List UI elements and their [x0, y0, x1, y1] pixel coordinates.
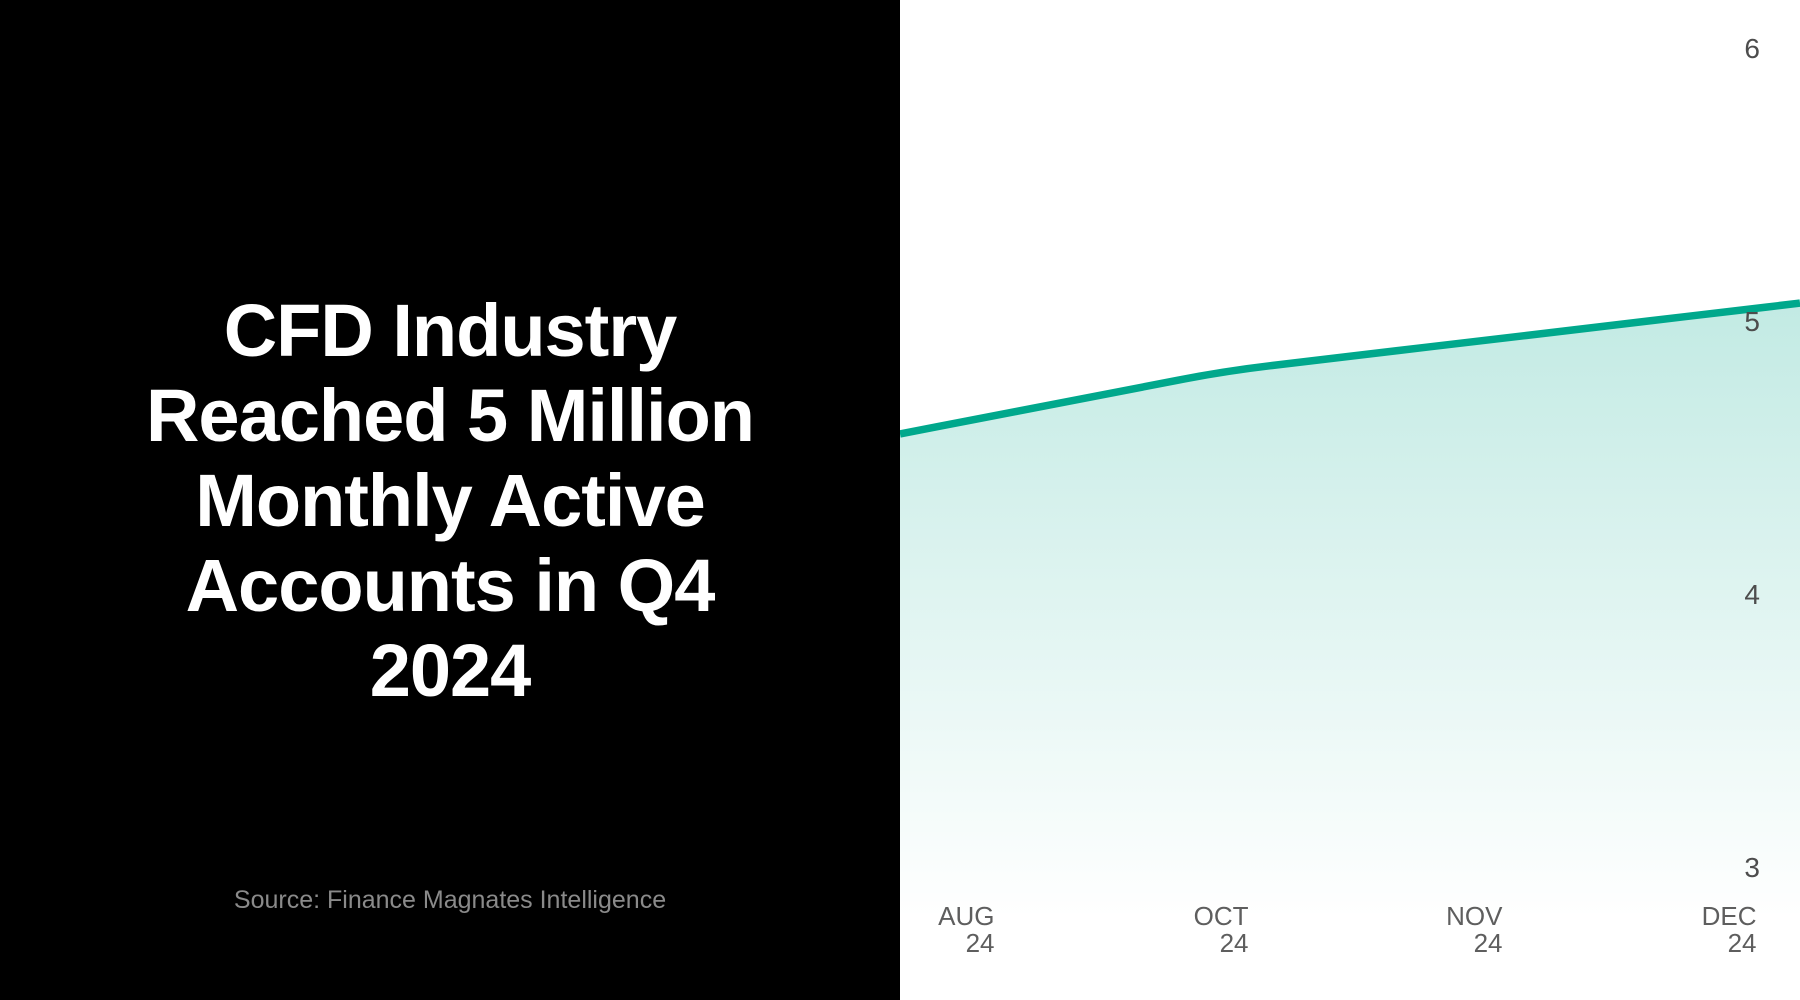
y-axis-tick-label: 4: [1744, 579, 1760, 610]
page-title: CFD Industry Reached 5 Million Monthly A…: [145, 289, 755, 712]
area-chart: [900, 299, 1800, 919]
y-axis-tick-label: 3: [1744, 852, 1760, 883]
x-axis-tick-label: NOV 24: [1446, 901, 1503, 958]
chart-panel: 6 5 4 3 AUG 24 OCT 24 NOV 24 DEC 24: [900, 0, 1800, 1000]
x-axis-tick-label: OCT 24: [1193, 901, 1249, 958]
x-axis-tick-label: AUG 24: [938, 901, 995, 958]
chart-area-fill: [900, 303, 1800, 919]
y-axis-tick-label: 5: [1744, 306, 1760, 337]
source-caption: Source: Finance Magnates Intelligence: [233, 886, 667, 914]
x-axis-tick-label: DEC 24: [1701, 901, 1757, 958]
chart-line: [900, 299, 1800, 438]
y-axis-tick-label: 6: [1744, 33, 1760, 64]
headline-panel: CFD Industry Reached 5 Million Monthly A…: [0, 0, 900, 1000]
